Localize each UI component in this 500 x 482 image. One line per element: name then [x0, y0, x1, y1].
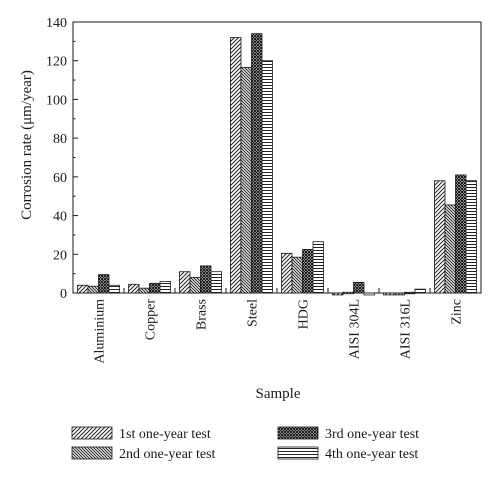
bar — [251, 33, 263, 294]
bar — [189, 277, 201, 294]
bar — [261, 60, 273, 294]
y-tick-label: 20 — [53, 248, 67, 263]
bar — [128, 283, 140, 294]
x-category-label: Brass — [195, 299, 210, 330]
x-category-label: AISI 316L — [399, 299, 414, 359]
x-category-label: HDG — [297, 299, 312, 329]
bar — [383, 292, 395, 296]
y-tick-label: 60 — [53, 171, 67, 186]
bar — [302, 249, 314, 294]
bar — [404, 291, 416, 295]
bar — [77, 284, 89, 294]
bar — [312, 241, 324, 294]
bar — [393, 292, 405, 296]
x-category-label: AISI 304L — [348, 299, 363, 359]
legend: 1st one-year test 2nd one-year test 3rd on… — [71, 426, 419, 462]
x-category-label: Zinc — [450, 299, 465, 325]
bar — [363, 292, 375, 296]
bar — [414, 288, 426, 294]
legend-swatch — [277, 446, 319, 460]
y-tick-label: 0 — [60, 287, 67, 302]
bar — [87, 285, 99, 294]
x-category-label: Copper — [144, 299, 159, 341]
bar — [138, 287, 150, 294]
legend-label: 2nd one-year test — [119, 447, 216, 462]
bar — [98, 274, 110, 294]
bar — [281, 252, 293, 294]
bar — [465, 180, 477, 294]
y-axis-title: Corrosion rate (μm/year) — [19, 70, 35, 220]
bar — [353, 281, 365, 294]
y-tick-label: 40 — [53, 210, 67, 225]
bar — [159, 280, 171, 294]
legend-label: 4th one-year test — [325, 447, 418, 462]
bar — [291, 256, 303, 294]
legend-label: 3rd one-year test — [325, 427, 419, 442]
bar — [455, 174, 467, 294]
bar — [444, 204, 456, 294]
y-axis: 0 20 40 60 80 100 120 140 — [46, 16, 78, 302]
bar — [434, 180, 446, 294]
x-category-label: Steel — [246, 299, 261, 327]
y-tick-label: 100 — [46, 93, 67, 108]
legend-label: 1st one-year test — [119, 427, 211, 442]
bar — [108, 284, 120, 294]
x-axis-title: Sample — [256, 386, 301, 402]
y-tick-label: 120 — [46, 55, 67, 70]
bar — [210, 271, 222, 294]
plot-frame — [72, 21, 482, 294]
y-tick-label: 80 — [53, 132, 67, 147]
bar — [342, 291, 354, 295]
bar — [332, 292, 344, 296]
legend-swatch — [71, 426, 113, 440]
y-tick-label: 140 — [46, 16, 67, 31]
bar — [230, 37, 242, 294]
x-axis: Aluminium Copper Brass Steel HDG AISI 304L AIS… — [93, 288, 465, 364]
bar — [179, 271, 191, 294]
x-category-label: Aluminium — [93, 299, 108, 364]
bar — [240, 67, 252, 294]
legend-swatch — [71, 446, 113, 460]
legend-swatch — [277, 426, 319, 440]
plot-area — [72, 21, 482, 296]
bar — [200, 265, 212, 294]
bar — [149, 282, 161, 294]
